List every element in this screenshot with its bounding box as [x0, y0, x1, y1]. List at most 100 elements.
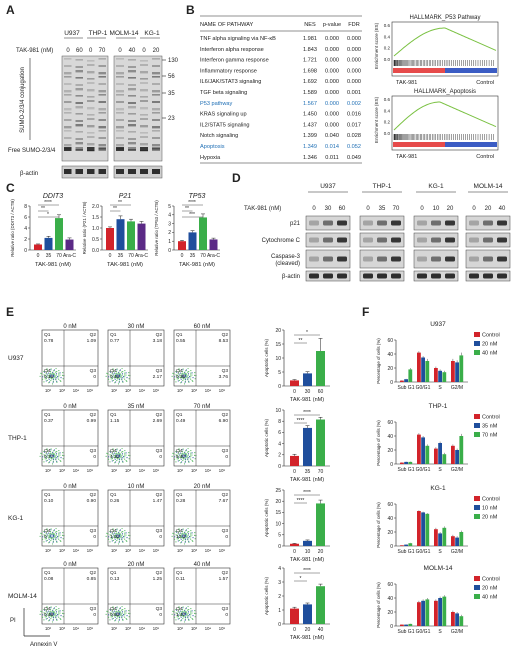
panel-a-actin-band [152, 169, 160, 174]
panel-d-band [469, 237, 479, 243]
panel-d-band [323, 256, 333, 262]
panel-d-band [337, 256, 347, 262]
panel-a-mw-marker: 35 [168, 91, 175, 97]
panel-d-band [337, 273, 347, 279]
panel-e-bar-category: 0 [293, 627, 296, 633]
panel-e-bar-tick: 1 [278, 608, 281, 614]
panel-f-tick: 40 [387, 596, 393, 602]
panel-b-cell: 0.000 [325, 68, 339, 74]
panel-e-bar [316, 503, 325, 546]
panel-f-legend-swatch [474, 514, 480, 519]
panel-e-quad-value: 2.17 [153, 374, 163, 380]
panel-f-bar [438, 533, 442, 546]
panel-e-bar-sig: ** [299, 338, 303, 344]
panel-b-cell: 0.000 [325, 47, 339, 53]
panel-e-quad-label: Q1 [176, 570, 183, 576]
panel-e-bar-xlabel: TAK-981 (nM) [290, 477, 324, 483]
panel-d-band [337, 237, 347, 243]
panel-e-bar [303, 373, 312, 386]
panel-a-free-label: Free SUMO-2/3/4 [8, 148, 56, 154]
panel-f-bar [400, 462, 404, 464]
panel-c-tick: 2 [168, 230, 171, 236]
panel-f-bar [404, 544, 408, 546]
panel-e-quad-value: 1.47 [153, 498, 163, 504]
panel-e-bar [290, 455, 299, 466]
panel-e-axis-tick: 10³ [191, 626, 198, 631]
panel-e-quad-label: Q1 [44, 492, 51, 498]
panel-e-bar-category: 0 [293, 469, 296, 475]
panel-e-plot [107, 329, 165, 387]
panel-f-category: Sub G1 [398, 549, 415, 555]
panel-b-cell: 0.049 [347, 155, 361, 161]
panel-f-bar [455, 537, 459, 546]
panel-f-category: G0/G1 [416, 467, 431, 473]
panel-f-legend-swatch [474, 423, 480, 428]
panel-e-bar-tick: 10 [275, 356, 281, 362]
panel-b-header: p-value [323, 22, 341, 28]
panel-e-bar [303, 604, 312, 624]
panel-f-bar [451, 612, 455, 626]
panel-c-bar [116, 219, 125, 250]
panel-e-quad-value: 0.37 [44, 418, 54, 424]
panel-e-bar-sig: **** [297, 498, 305, 504]
panel-f-tick: 60 [387, 502, 393, 508]
panel-f-legend-swatch [474, 350, 480, 355]
panel-f-category: G2/M [451, 629, 463, 635]
panel-e-axis-tick: 10⁴ [73, 388, 80, 393]
panel-d-band [309, 237, 319, 243]
panel-b-gsea-bar-red [393, 142, 445, 147]
panel-e-quad-label: Q4 [110, 606, 117, 612]
panel-e-axis-tick: 10⁴ [73, 626, 80, 631]
panel-d-cell-line: MOLM-14 [474, 183, 503, 190]
panel-b-gsea-right: Control [476, 154, 494, 160]
panel-b-gsea-title: HALLMARK_Apoptosis [414, 89, 476, 95]
panel-c-tick: 6 [24, 215, 27, 221]
panel-a-actin-band [75, 169, 83, 174]
panel-d-band [309, 256, 319, 262]
panel-e-quad-value: 0 [44, 534, 47, 540]
panel-d-band [483, 220, 493, 226]
panel-f-bar [417, 434, 421, 464]
panel-e-quad-label: Q3 [90, 606, 97, 612]
panel-d-band [363, 256, 373, 262]
panel-f-bar [438, 370, 442, 382]
panel-a-actin-label: β-actin [20, 171, 38, 177]
panel-b-cell: TGF beta signaling [200, 90, 247, 96]
panel-c-sig: ** [118, 200, 122, 206]
panel-e-dose: 20 nM [194, 484, 211, 490]
panel-f-category: S [438, 629, 442, 635]
panel-e-quad-value: 1.02 [110, 534, 120, 540]
panel-c-bar [178, 241, 186, 250]
panel-e-quad-label: Q3 [222, 448, 229, 454]
panel-f-tick: 0 [390, 544, 393, 550]
panel-e-axis-tick: 10⁴ [139, 548, 146, 553]
panel-e-axis-tick: 10³ [125, 388, 132, 393]
panel-e-bar-sig: **** [303, 568, 311, 574]
panel-b-cell: 0.002 [347, 101, 361, 107]
panel-c-sig: ** [113, 206, 117, 212]
panel-f-bar [438, 598, 442, 626]
panel-f-ylabel: Percentage of cells (%) [376, 502, 381, 548]
panel-c-tick: 0 [168, 248, 171, 254]
panel-e-dose: 40 nM [194, 562, 211, 568]
panel-b-cell: 0.000 [325, 101, 339, 107]
panel-d-dose: 70 [393, 206, 400, 212]
panel-d-band [497, 237, 507, 243]
panel-c-xlabel: TAK-981 (nM) [179, 262, 215, 268]
panel-e-axis-tick: 10⁵ [153, 626, 160, 631]
panel-f-bar [434, 529, 438, 546]
panel-e-quad-label: Q2 [156, 492, 163, 498]
panel-e-axis-tick: 10⁴ [139, 626, 146, 631]
panel-c-tick: 1 [168, 239, 171, 245]
panel-a-cell-line: U937 [64, 30, 80, 37]
panel-f-bar [404, 624, 408, 626]
panel-b-cell: KRAS signaling up [200, 112, 247, 118]
panel-d-dose: 0 [366, 206, 370, 212]
panel-e-quad-value: 0 [159, 534, 162, 540]
panel-b-cell: IL2/STAT5 signaling [200, 122, 250, 128]
panel-f-bar [451, 361, 455, 382]
panel-e-pi-label: PI [10, 618, 16, 624]
panel-b-gsea-title: HALLMARK_P53 Pathway [409, 15, 480, 21]
panel-a-actin-band [87, 169, 95, 174]
panel-d-band [323, 237, 333, 243]
